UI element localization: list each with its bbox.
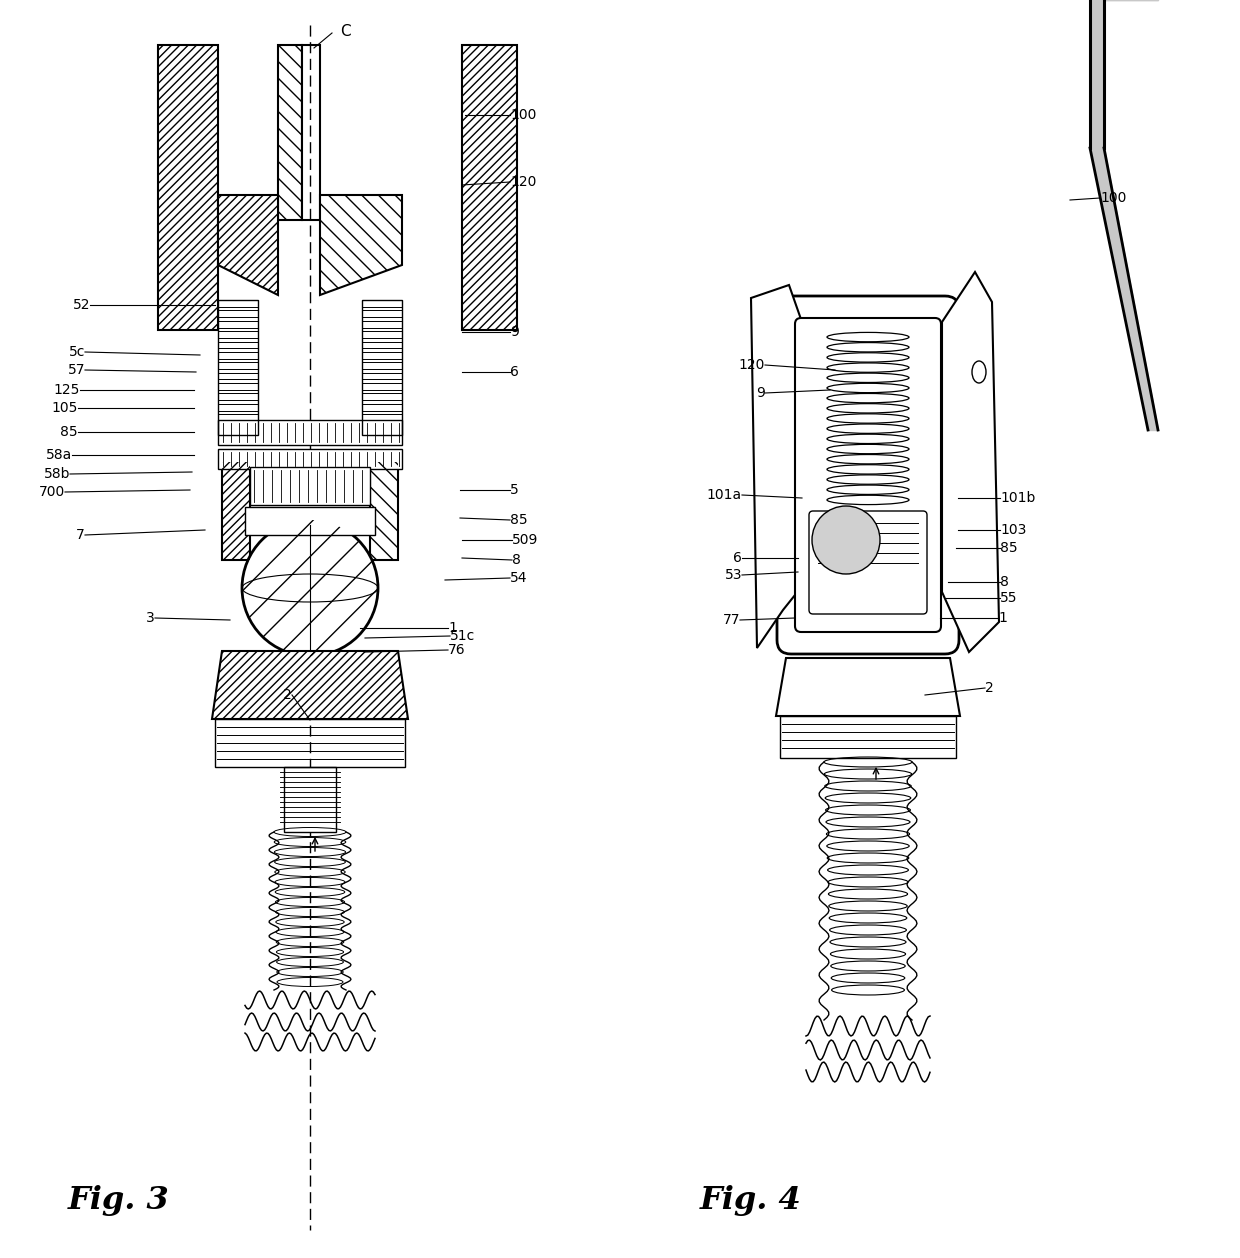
- Bar: [463, 45, 517, 330]
- Text: 101a: 101a: [707, 488, 742, 502]
- Bar: [362, 299, 402, 307]
- Bar: [215, 720, 405, 767]
- Bar: [157, 45, 218, 330]
- Circle shape: [242, 520, 378, 655]
- Polygon shape: [218, 195, 278, 294]
- Polygon shape: [776, 658, 960, 716]
- Text: 100: 100: [1100, 191, 1126, 205]
- Polygon shape: [751, 286, 804, 648]
- Text: 55: 55: [999, 591, 1018, 605]
- Text: 700: 700: [38, 486, 64, 499]
- Bar: [218, 362, 258, 369]
- Bar: [362, 372, 402, 380]
- Bar: [157, 45, 218, 330]
- Bar: [284, 767, 336, 832]
- Text: 101b: 101b: [999, 491, 1035, 504]
- Text: 52: 52: [72, 298, 91, 312]
- Bar: [463, 45, 517, 330]
- Text: 58b: 58b: [43, 467, 69, 481]
- Bar: [362, 404, 402, 410]
- Text: C: C: [340, 24, 351, 39]
- Text: 6: 6: [510, 365, 518, 379]
- Bar: [222, 462, 250, 560]
- Text: 103: 103: [999, 523, 1027, 537]
- Text: 6: 6: [733, 551, 742, 565]
- Text: 9: 9: [510, 325, 518, 338]
- Bar: [278, 45, 303, 220]
- Text: Fig. 3: Fig. 3: [68, 1185, 170, 1215]
- Text: 85: 85: [61, 425, 78, 439]
- Polygon shape: [320, 195, 402, 294]
- Text: 1: 1: [448, 621, 456, 635]
- Bar: [370, 462, 398, 560]
- Circle shape: [812, 506, 880, 574]
- Text: 8: 8: [512, 554, 521, 567]
- Bar: [218, 299, 258, 435]
- Bar: [218, 299, 258, 307]
- Bar: [218, 404, 258, 410]
- Text: 7: 7: [76, 528, 86, 542]
- Bar: [218, 321, 258, 327]
- Bar: [278, 45, 303, 220]
- Bar: [362, 321, 402, 327]
- Text: 2: 2: [283, 688, 291, 702]
- Bar: [218, 449, 402, 469]
- Bar: [362, 311, 402, 317]
- Text: 76: 76: [448, 643, 466, 657]
- Bar: [218, 341, 258, 348]
- Bar: [362, 341, 402, 348]
- Bar: [370, 462, 398, 560]
- Polygon shape: [212, 650, 408, 720]
- Text: 85: 85: [510, 513, 528, 527]
- Bar: [303, 45, 320, 220]
- Text: 8: 8: [999, 575, 1009, 589]
- Bar: [362, 352, 402, 359]
- Text: Fig. 4: Fig. 4: [701, 1185, 802, 1215]
- Text: 100: 100: [510, 108, 537, 122]
- Bar: [218, 311, 258, 317]
- Text: 105: 105: [52, 401, 78, 415]
- Bar: [218, 372, 258, 380]
- Text: 1: 1: [998, 611, 1007, 625]
- FancyBboxPatch shape: [808, 511, 928, 614]
- FancyBboxPatch shape: [795, 318, 941, 632]
- Text: 77: 77: [723, 613, 740, 626]
- Text: 5: 5: [510, 483, 518, 497]
- Bar: [362, 384, 402, 390]
- Bar: [250, 467, 370, 504]
- Bar: [780, 716, 956, 759]
- Text: 125: 125: [53, 382, 81, 398]
- FancyBboxPatch shape: [777, 296, 959, 654]
- Bar: [222, 462, 250, 560]
- Text: 2: 2: [985, 681, 993, 694]
- Bar: [362, 425, 402, 431]
- Bar: [362, 414, 402, 421]
- Text: 9: 9: [756, 386, 765, 400]
- Ellipse shape: [972, 361, 986, 382]
- Text: 85: 85: [999, 541, 1018, 555]
- Text: 509: 509: [512, 533, 538, 547]
- Bar: [362, 331, 402, 338]
- Text: 120: 120: [739, 359, 765, 372]
- Bar: [218, 425, 258, 431]
- Text: 58a: 58a: [46, 448, 72, 462]
- Bar: [362, 299, 402, 435]
- Text: 3: 3: [146, 611, 155, 625]
- Text: 120: 120: [510, 175, 537, 189]
- Text: 51c: 51c: [450, 629, 475, 643]
- Polygon shape: [942, 272, 999, 652]
- Bar: [218, 331, 258, 338]
- Bar: [218, 352, 258, 359]
- Text: 5c: 5c: [68, 345, 86, 359]
- Bar: [218, 414, 258, 421]
- Bar: [246, 507, 374, 535]
- Bar: [362, 394, 402, 400]
- Bar: [218, 384, 258, 390]
- Text: 54: 54: [510, 571, 527, 585]
- Bar: [362, 362, 402, 369]
- Text: 57: 57: [67, 364, 86, 377]
- Text: 53: 53: [724, 569, 742, 582]
- Bar: [218, 420, 402, 445]
- Bar: [218, 394, 258, 400]
